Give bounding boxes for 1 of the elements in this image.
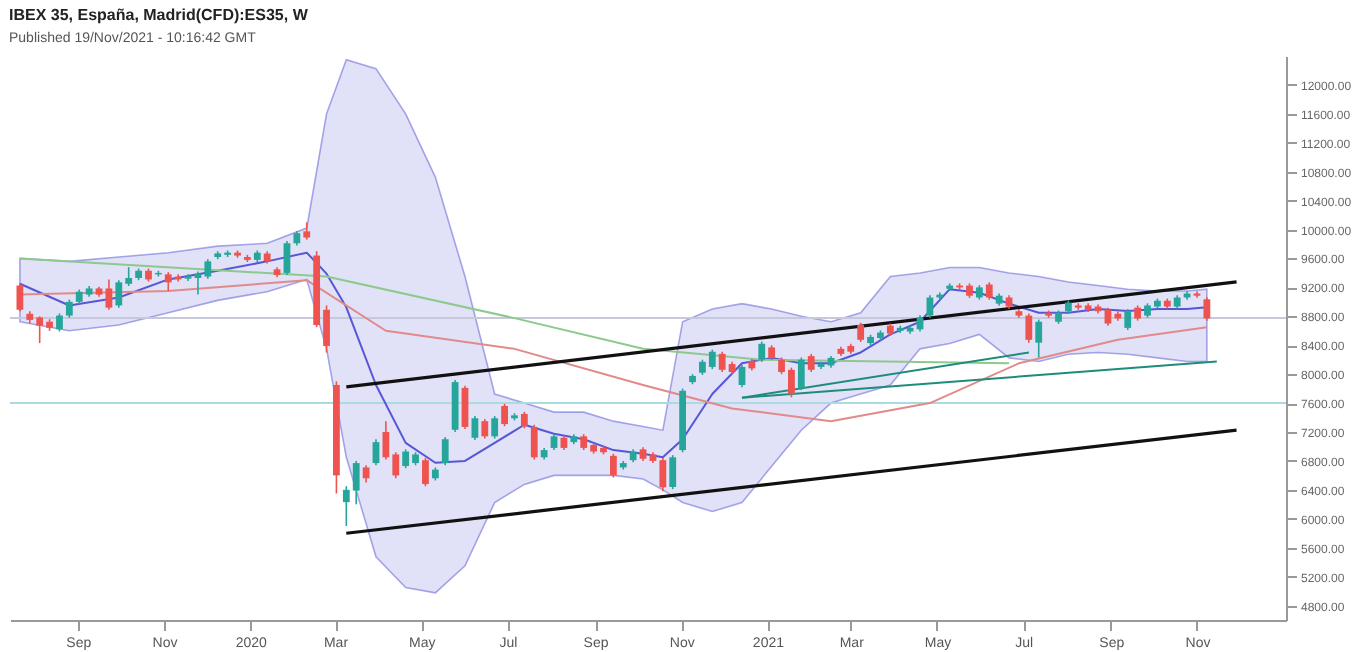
chart-title: IBEX 35, España, Madrid(CFD):ES35, W: [9, 6, 309, 24]
